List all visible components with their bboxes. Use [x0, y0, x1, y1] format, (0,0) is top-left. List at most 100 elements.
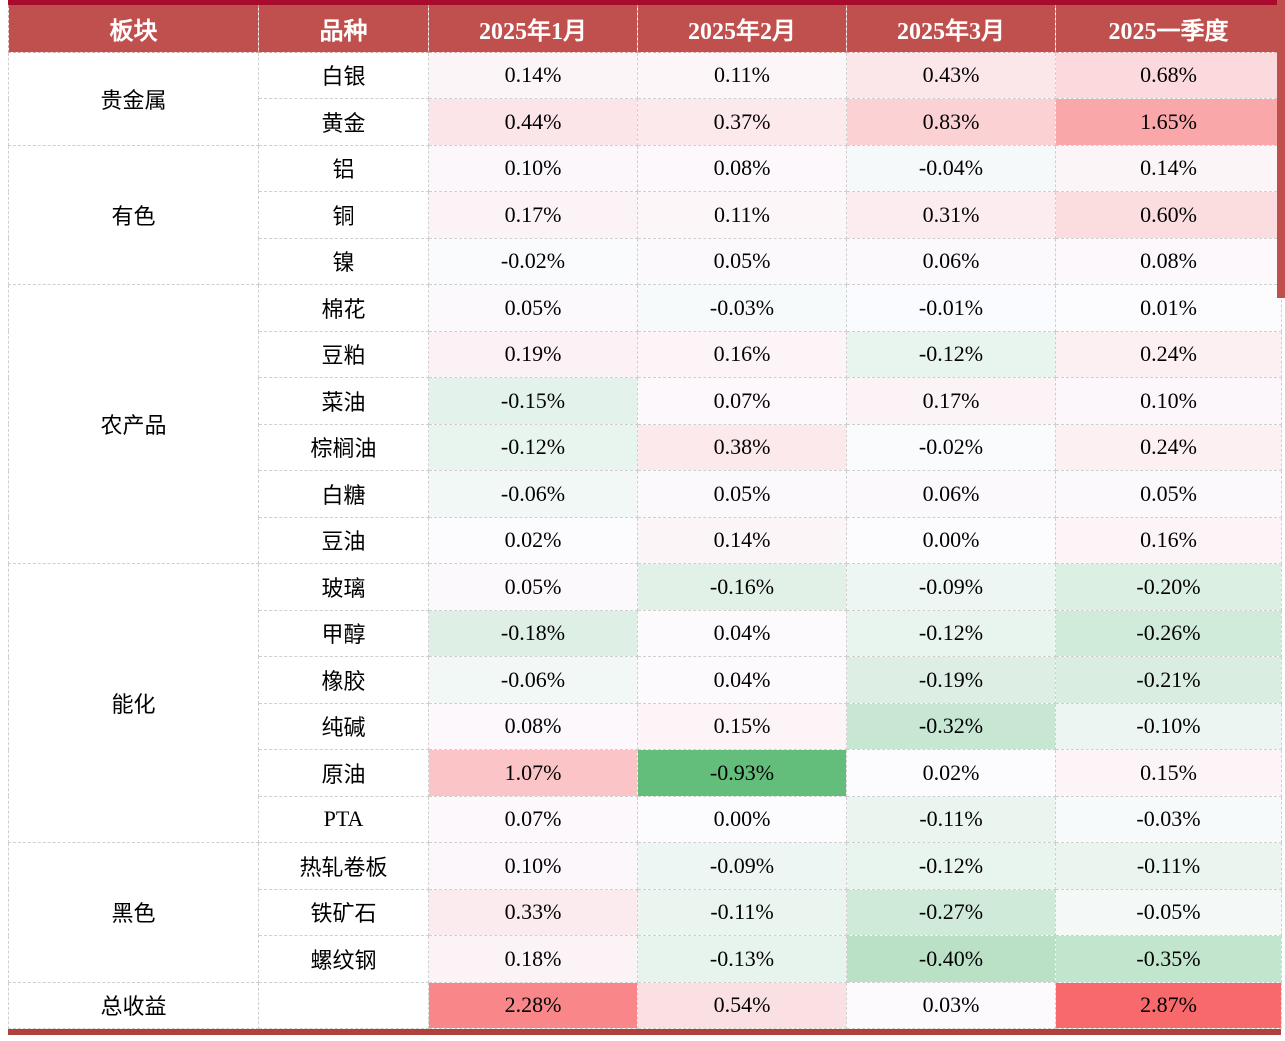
variety-cell: 铝	[258, 144, 429, 192]
value-cell: 0.31%	[846, 191, 1056, 239]
variety-cell: 白银	[258, 51, 429, 99]
variety-cell: 黄金	[258, 98, 429, 146]
value-cell: 0.54%	[637, 981, 847, 1029]
table-row: 菜油 -0.15% 0.07% 0.17% 0.10%	[9, 377, 1282, 425]
value-cell: -0.10%	[1055, 702, 1282, 750]
variety-cell: 原油	[258, 749, 429, 797]
header-mar: 2025年3月	[846, 5, 1056, 53]
value-cell: 0.14%	[1055, 144, 1282, 192]
table-row: 铁矿石 0.33% -0.11% -0.27% -0.05%	[9, 888, 1282, 936]
table-row: 螺纹钢 0.18% -0.13% -0.40% -0.35%	[9, 935, 1282, 983]
sector-cell: 有色	[8, 144, 259, 285]
value-cell: 0.16%	[1055, 516, 1282, 564]
value-cell: 0.24%	[1055, 423, 1282, 471]
table-row: 农产品 棉花 0.05% -0.03% -0.01% 0.01%	[8, 284, 1282, 564]
table-row: 铜 0.17% 0.11% 0.31% 0.60%	[9, 191, 1282, 239]
value-cell: 0.68%	[1055, 51, 1282, 99]
value-cell: 0.06%	[846, 470, 1056, 518]
value-cell: 0.10%	[1055, 377, 1282, 425]
value-cell: 0.01%	[1055, 284, 1282, 332]
scrollbar-thumb[interactable]	[1277, 0, 1285, 298]
table-row: 棕榈油 -0.12% 0.38% -0.02% 0.24%	[9, 423, 1282, 471]
value-cell: 0.05%	[637, 470, 847, 518]
value-cell: 0.08%	[428, 702, 638, 750]
value-cell: 0.05%	[428, 284, 638, 332]
value-cell: -0.11%	[846, 795, 1056, 843]
variety-cell: 热轧卷板	[258, 842, 429, 890]
value-cell: 0.04%	[637, 609, 847, 657]
value-cell: 0.14%	[637, 516, 847, 564]
value-cell: 0.16%	[637, 330, 847, 378]
variety-cell: 螺纹钢	[258, 935, 429, 983]
value-cell: 0.00%	[846, 516, 1056, 564]
value-cell: -0.27%	[846, 888, 1056, 936]
total-row: 总收益 2.28% 0.54% 0.03% 2.87%	[8, 981, 1282, 1029]
value-cell: -0.09%	[637, 842, 847, 890]
value-cell: 0.02%	[428, 516, 638, 564]
variety-cell: 铁矿石	[258, 888, 429, 936]
value-cell: 0.17%	[846, 377, 1056, 425]
value-cell: 2.28%	[428, 981, 638, 1029]
header-row: 板块 品种 2025年1月 2025年2月 2025年3月 2025一季度	[8, 5, 1282, 53]
header-q1: 2025一季度	[1055, 5, 1282, 53]
bottom-rule	[8, 1029, 1281, 1035]
table-row: 黄金 0.44% 0.37% 0.83% 1.65%	[9, 98, 1282, 146]
variety-cell: 甲醇	[258, 609, 429, 657]
table-row: 豆油 0.02% 0.14% 0.00% 0.16%	[9, 516, 1282, 564]
value-cell: -0.19%	[846, 656, 1056, 704]
value-cell: 1.65%	[1055, 98, 1282, 146]
value-cell: 0.83%	[846, 98, 1056, 146]
value-cell: -0.01%	[846, 284, 1056, 332]
table-row: 纯碱 0.08% 0.15% -0.32% -0.10%	[9, 702, 1282, 750]
value-cell: -0.05%	[1055, 888, 1282, 936]
value-cell: 1.07%	[428, 749, 638, 797]
table-row: 有色铝 0.10% 0.08% -0.04% 0.14%	[8, 144, 1282, 285]
table-row: 白糖 -0.06% 0.05% 0.06% 0.05%	[9, 470, 1282, 518]
value-cell: 0.10%	[428, 842, 638, 890]
value-cell: 0.05%	[1055, 470, 1282, 518]
sector-cell: 能化	[8, 563, 259, 843]
table-row: 镍 -0.02% 0.05% 0.06% 0.08%	[9, 237, 1282, 285]
variety-cell: 镍	[258, 237, 429, 285]
value-cell: 0.05%	[428, 563, 638, 611]
value-cell: 0.24%	[1055, 330, 1282, 378]
value-cell: 0.11%	[637, 51, 847, 99]
value-cell: -0.21%	[1055, 656, 1282, 704]
value-cell: 0.06%	[846, 237, 1056, 285]
value-cell: -0.12%	[846, 609, 1056, 657]
value-cell: -0.03%	[1055, 795, 1282, 843]
value-cell: 0.15%	[637, 702, 847, 750]
value-cell: -0.15%	[428, 377, 638, 425]
value-cell: 0.15%	[1055, 749, 1282, 797]
value-cell: -0.12%	[846, 842, 1056, 890]
value-cell: 0.05%	[637, 237, 847, 285]
variety-cell: 棕榈油	[258, 423, 429, 471]
value-cell: -0.93%	[637, 749, 847, 797]
total-empty-cell	[258, 981, 429, 1029]
table-row: 贵金属 白银 0.14% 0.11% 0.43% 0.68%	[8, 51, 1282, 146]
value-cell: 0.00%	[637, 795, 847, 843]
value-cell: 0.08%	[637, 144, 847, 192]
value-cell: -0.26%	[1055, 609, 1282, 657]
variety-cell: 橡胶	[258, 656, 429, 704]
table-row: 黑色 热轧卷板 0.10% -0.09% -0.12% -0.11%	[8, 842, 1282, 983]
value-cell: 0.33%	[428, 888, 638, 936]
value-cell: 0.19%	[428, 330, 638, 378]
value-cell: 0.07%	[637, 377, 847, 425]
variety-cell: 白糖	[258, 470, 429, 518]
total-label-cell: 总收益	[8, 981, 259, 1029]
value-cell: -0.40%	[846, 935, 1056, 983]
value-cell: -0.11%	[1055, 842, 1282, 890]
value-cell: -0.04%	[846, 144, 1056, 192]
value-cell: -0.03%	[637, 284, 847, 332]
header-variety: 品种	[258, 5, 429, 53]
value-cell: -0.13%	[637, 935, 847, 983]
variety-cell: 玻璃	[258, 563, 429, 611]
value-cell: -0.32%	[846, 702, 1056, 750]
value-cell: 0.37%	[637, 98, 847, 146]
value-cell: 0.02%	[846, 749, 1056, 797]
value-cell: -0.12%	[846, 330, 1056, 378]
commodity-returns-table: 板块 品种 2025年1月 2025年2月 2025年3月 2025一季度 贵金…	[8, 5, 1282, 1029]
variety-cell: 豆粕	[258, 330, 429, 378]
value-cell: 0.03%	[846, 981, 1056, 1029]
